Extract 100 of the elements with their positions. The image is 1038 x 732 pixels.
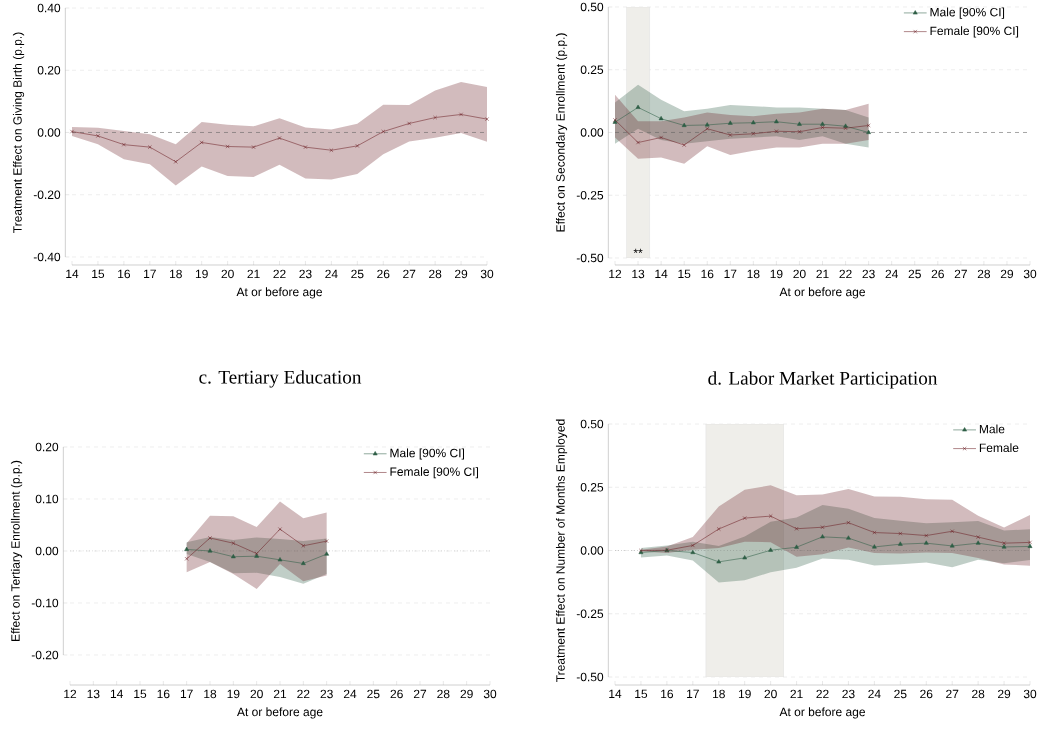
point [199,140,204,145]
legend-label: Male [90% CI] [930,7,1005,19]
x-tick-label: 16 [661,689,674,699]
chart-title: d. Labor Market Participation [708,371,938,389]
point [768,514,773,519]
y-tick-label: 0.00 [580,128,604,137]
x-tick-label: 13 [87,689,100,699]
y-tick-label: -0.25 [576,190,604,200]
y-axis-title: Effect on Tertiary Enrollment (p.p.) [10,460,23,641]
point [794,526,799,531]
x-tick-label: 30 [483,689,497,699]
x-tick-label: 13 [632,269,645,279]
point [727,120,733,125]
x-tick-label: 17 [724,269,737,278]
point [659,135,664,140]
x-tick-label: 23 [320,689,333,699]
y-tick-label: 0.00 [37,128,61,137]
x-tick-label: 17 [180,689,193,698]
x-tick-label: 20 [793,269,806,279]
point [207,548,213,553]
x-tick-label: 17 [144,269,156,278]
point [277,557,283,562]
x-axis-title: At or before age [236,287,322,299]
point [300,560,306,565]
legend-label: Male [979,424,1005,434]
point [820,534,825,539]
x-tick-label: 23 [842,689,855,699]
x-tick-label: 21 [816,269,829,279]
x-tick-label: 15 [134,689,147,699]
point [751,131,756,136]
point [976,535,981,540]
point [230,554,236,559]
point [433,115,438,120]
point [768,547,773,552]
point [459,112,464,117]
x-tick-label: 19 [738,689,751,699]
x-tick-label: 30 [480,269,494,279]
x-tick-label: 29 [1000,269,1014,279]
point [950,529,955,534]
point [924,533,929,538]
x-tick-label: 19 [195,269,208,279]
x-tick-label: 21 [247,269,260,279]
x-tick-label: 22 [839,269,852,279]
point [231,541,236,546]
y-tick-label: 0.25 [580,483,604,492]
point [897,541,903,546]
x-axis-title: At or before age [237,707,323,719]
point [251,145,256,150]
point [716,527,721,531]
x-tick-label: 27 [413,689,427,699]
x-axis-title: At or before age [779,707,865,719]
x-tick-label: 23 [862,269,875,279]
annotation: ** [633,248,643,254]
y-tick-label: 0.25 [580,65,604,74]
point [658,116,664,121]
y-tick-label: 0.00 [35,546,59,556]
x-tick-label: 29 [998,689,1011,699]
x-tick-label: 19 [770,269,783,279]
point [381,129,386,134]
x-tick-label: 14 [66,269,79,278]
y-tick-label: 0.20 [37,66,61,75]
x-tick-label: 27 [403,269,416,279]
x-tick-label: 12 [609,269,622,279]
x-tick-label: 30 [1023,269,1037,279]
point [774,119,779,124]
x-tick-label: 26 [390,689,403,699]
point [846,520,851,525]
y-tick-label: 0.00 [580,546,604,555]
x-tick-label: 26 [931,269,944,279]
y-tick-label: -0.50 [576,672,604,682]
point [794,544,799,549]
point [751,120,756,125]
point [355,143,360,148]
point [303,145,308,150]
x-tick-label: 29 [460,689,473,699]
x-tick-label: 20 [221,269,234,279]
legend-label: Female [979,443,1019,453]
point [949,543,955,548]
point [329,148,334,153]
x-tick-label: 20 [250,689,263,699]
x-tick-label: 21 [790,689,803,699]
x-tick-label: 14 [655,269,668,278]
point [690,549,696,554]
point [95,133,100,138]
point [705,126,710,131]
x-tick-label: 24 [885,269,898,279]
point [704,122,710,127]
point [173,159,178,164]
y-tick-label: -0.40 [33,252,61,262]
y-tick-label: -0.25 [576,609,604,619]
y-tick-label: -0.50 [576,253,604,263]
x-tick-label: 23 [299,269,312,279]
point [866,129,871,134]
x-tick-label: 18 [204,689,217,699]
x-tick-label: 25 [894,689,907,699]
x-tick-label: 25 [367,689,380,699]
point [635,104,641,109]
x-tick-label: 19 [227,689,240,699]
x-tick-label: 15 [678,269,691,279]
x-tick-label: 26 [920,689,933,699]
